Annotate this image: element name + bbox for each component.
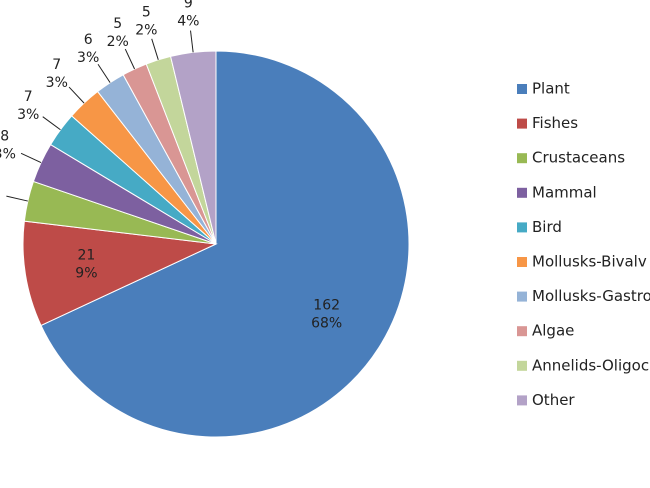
percent-label: 3% (46, 75, 68, 91)
legend-label: Fishes (532, 114, 578, 132)
leader-line (42, 116, 61, 131)
legend-label: Annelids-Oligoc (532, 356, 649, 374)
legend-label: Plant (532, 80, 570, 98)
percent-label: 9% (75, 266, 97, 282)
leader-line (124, 48, 136, 70)
percent-label: 68% (311, 316, 342, 332)
data-label: 7 (52, 57, 61, 73)
legend-swatch (517, 395, 527, 406)
percent-label: 3% (0, 147, 16, 163)
data-label: 5 (142, 5, 151, 21)
legend-swatch (517, 360, 527, 371)
data-label: 8 (0, 129, 9, 145)
legend-label: Crustaceans (532, 149, 625, 167)
legend-label: Bird (532, 218, 562, 236)
data-label: 6 (84, 32, 93, 48)
legend-swatch (517, 118, 527, 129)
legend-swatch (517, 257, 527, 267)
legend-swatch (517, 326, 527, 337)
leader-line (6, 195, 28, 202)
legend-label: Mammal (532, 183, 597, 201)
pie-slice (40, 50, 410, 438)
legend-label: Algae (532, 322, 574, 340)
leader-line (20, 152, 42, 164)
legend-swatch (517, 222, 527, 233)
pie-slice (22, 220, 218, 327)
data-label: 21 (77, 248, 95, 264)
leader-line (68, 86, 85, 104)
percent-label: 3% (77, 50, 99, 66)
percent-label: 3% (17, 107, 39, 123)
data-label: 5 (113, 16, 122, 32)
leader-line (97, 63, 111, 83)
legend-swatch (517, 84, 527, 94)
legend-label: Mollusks-Gastro (532, 287, 650, 305)
leader-line (151, 38, 159, 60)
data-label: 7 (24, 89, 33, 105)
legend-swatch (517, 153, 527, 164)
legend-label: Mollusks-Bivalv (532, 253, 647, 271)
percent-label: 2% (135, 23, 157, 39)
legend-swatch (517, 291, 527, 302)
data-label: 9 (184, 0, 193, 12)
percent-label: 4% (177, 14, 199, 30)
leader-line (190, 30, 194, 53)
legend-label: Other (532, 391, 575, 409)
legend: Plant Fishes Crustaceans Mammal Bird Mollusks… (517, 80, 650, 409)
pie-slice (169, 50, 217, 245)
data-label: 162 (313, 298, 340, 314)
percent-label: 2% (107, 34, 129, 50)
legend-swatch (517, 187, 527, 198)
